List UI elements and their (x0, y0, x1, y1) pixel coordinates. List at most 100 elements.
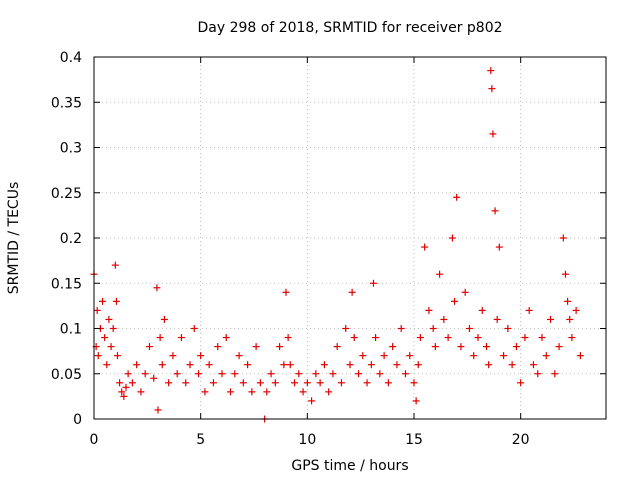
x-axis-title: GPS time / hours (291, 458, 408, 474)
data-point (248, 388, 256, 396)
data-point (182, 379, 190, 387)
data-points (90, 67, 584, 423)
y-axis-title: SRMTID / TECUs (6, 182, 22, 295)
data-point (133, 361, 141, 369)
data-point (359, 352, 367, 360)
data-point (291, 379, 299, 387)
data-point (107, 343, 115, 351)
data-point (444, 334, 452, 342)
data-point (491, 207, 499, 215)
data-point (145, 343, 153, 351)
y-tick-label: 0.35 (51, 95, 82, 111)
data-point (286, 361, 294, 369)
data-point (489, 130, 497, 138)
data-point (457, 343, 465, 351)
x-tick-label: 5 (196, 432, 205, 448)
data-point (346, 361, 354, 369)
data-point (566, 315, 574, 323)
data-point (156, 334, 164, 342)
data-point (367, 361, 375, 369)
data-point (150, 374, 158, 382)
data-point (576, 352, 584, 360)
data-point (401, 370, 409, 378)
data-point (517, 379, 525, 387)
data-point (342, 325, 350, 332)
data-point (483, 343, 491, 351)
y-tick-label: 0.3 (60, 141, 82, 157)
data-point (363, 379, 371, 387)
data-point (555, 343, 563, 351)
data-point (337, 379, 345, 387)
data-point (276, 343, 284, 351)
data-point (137, 388, 145, 396)
data-point (380, 352, 388, 360)
data-point (493, 315, 501, 323)
y-tick-label: 0.4 (60, 50, 82, 66)
data-point (118, 388, 126, 396)
data-point (521, 334, 529, 342)
data-point (416, 334, 424, 342)
data-point (393, 361, 401, 369)
data-point (389, 343, 397, 351)
data-point (376, 370, 384, 378)
data-point (525, 306, 533, 314)
y-tick-label: 0.25 (51, 186, 82, 202)
data-point (116, 379, 124, 387)
data-point (122, 383, 130, 391)
data-point (568, 334, 576, 342)
data-point (440, 315, 448, 323)
data-point (186, 361, 194, 369)
data-point (299, 388, 307, 396)
data-point (572, 306, 580, 314)
data-point (105, 315, 113, 323)
data-point (451, 297, 459, 305)
data-point (113, 352, 121, 360)
data-point (160, 315, 168, 323)
data-point (431, 343, 439, 351)
y-tick-label: 0.05 (51, 367, 82, 383)
data-point (414, 361, 422, 369)
data-point (101, 334, 109, 342)
data-point (222, 334, 230, 342)
data-point (312, 370, 320, 378)
data-point (111, 261, 119, 269)
data-point (112, 297, 120, 305)
data-point (453, 193, 461, 201)
data-point (303, 379, 311, 387)
data-point (190, 325, 198, 332)
data-point (99, 297, 107, 305)
data-point (154, 406, 162, 414)
data-point (542, 352, 550, 360)
data-point (218, 370, 226, 378)
x-tick-label: 0 (90, 432, 99, 448)
data-point (158, 361, 166, 369)
data-point (141, 370, 149, 378)
data-point (201, 388, 209, 396)
data-point (534, 370, 542, 378)
data-point (429, 325, 437, 332)
data-point (561, 270, 569, 278)
data-point (173, 370, 181, 378)
data-point (495, 243, 503, 251)
data-point (177, 334, 185, 342)
data-point (448, 234, 456, 242)
data-point (271, 379, 279, 387)
axis-ticks (93, 56, 606, 420)
data-point (109, 325, 117, 332)
data-point (488, 85, 496, 93)
data-point (239, 379, 247, 387)
data-point (93, 306, 101, 314)
data-point (267, 370, 275, 378)
data-point (169, 352, 177, 360)
data-point (227, 388, 235, 396)
data-point (195, 370, 203, 378)
data-point (355, 370, 363, 378)
data-point (235, 352, 243, 360)
data-point (316, 379, 324, 387)
data-point (551, 370, 559, 378)
data-point (529, 361, 537, 369)
data-point (103, 361, 111, 369)
data-point (284, 334, 292, 342)
data-point (410, 379, 418, 387)
